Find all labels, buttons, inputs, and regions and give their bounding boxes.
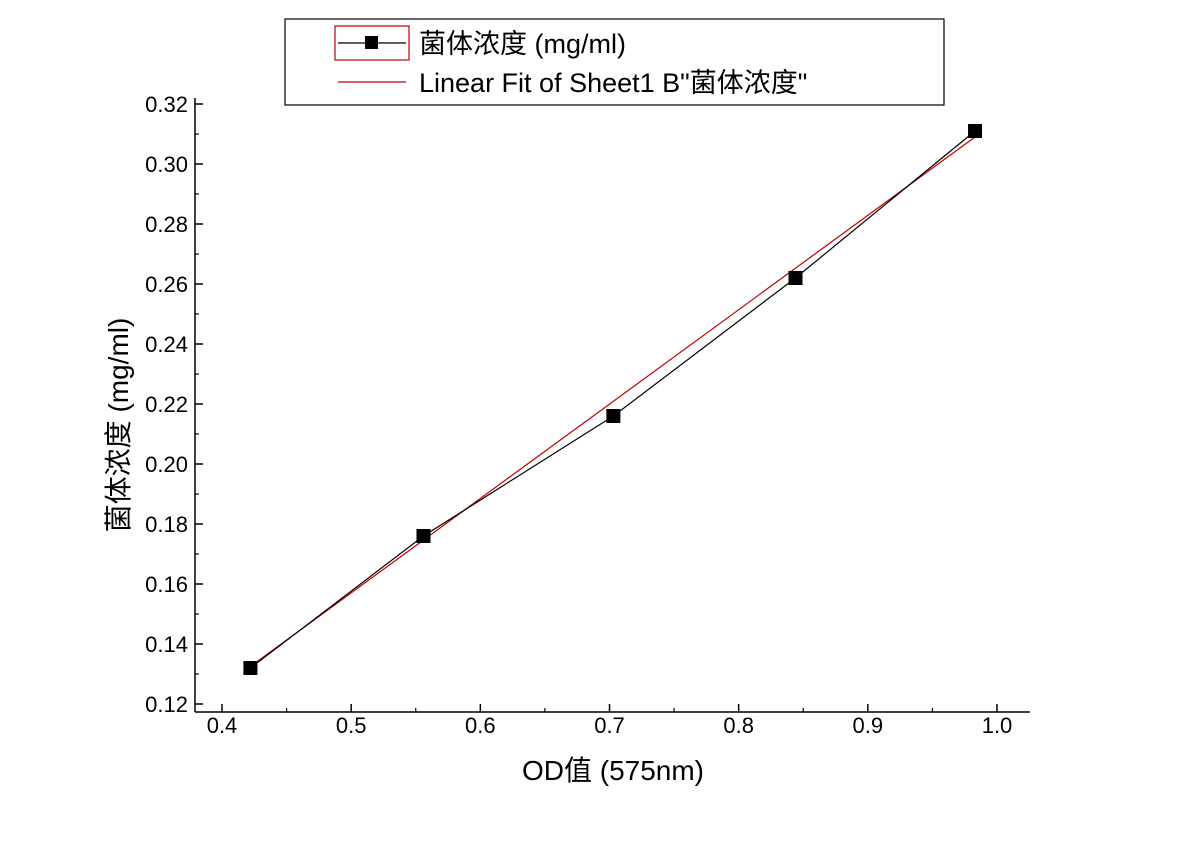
x-tick-label: 0.9 (853, 713, 884, 738)
y-tick-label: 0.28 (145, 212, 188, 237)
y-tick-label: 0.24 (145, 332, 188, 357)
data-point-marker (243, 661, 258, 675)
y-tick-label: 0.32 (145, 92, 188, 117)
legend-label-series: 菌体浓度 (mg/ml) (419, 29, 626, 59)
y-tick-label: 0.12 (145, 692, 188, 717)
legend: 菌体浓度 (mg/ml) Linear Fit of Sheet1 B"菌体浓度… (284, 18, 945, 106)
legend-square-marker (365, 36, 378, 49)
x-tick-label: 0.8 (723, 713, 754, 738)
y-tick-label: 0.22 (145, 392, 188, 417)
y-axis-title: 菌体浓度 (mg/ml) (103, 318, 134, 533)
y-ticks: 0.12 0.14 0.16 0.18 0.20 0.22 0.24 0.26 0.28 0.30… (145, 92, 203, 717)
x-axis-title: OD值 (575nm) (522, 755, 704, 786)
x-tick-label: 0.6 (465, 713, 496, 738)
y-tick-label: 0.26 (145, 272, 188, 297)
x-tick-label: 0.7 (594, 713, 625, 738)
linear-fit-line (250, 136, 976, 667)
plot-marks (243, 124, 983, 675)
legend-label-fit: Linear Fit of Sheet1 B"菌体浓度" (419, 68, 807, 98)
x-tick-label: 0.4 (207, 713, 238, 738)
y-tick-label: 0.20 (145, 452, 188, 477)
y-tick-label: 0.16 (145, 572, 188, 597)
data-point-marker (606, 409, 621, 423)
data-point-marker (788, 271, 803, 285)
y-tick-label: 0.14 (145, 632, 188, 657)
data-point-marker (416, 529, 431, 543)
x-tick-label: 1.0 (982, 713, 1013, 738)
data-point-marker (968, 124, 983, 138)
y-tick-label: 0.18 (145, 512, 188, 537)
legend-box (284, 18, 945, 106)
x-ticks: 0.4 0.5 0.6 0.7 0.8 0.9 1.0 (207, 704, 1013, 738)
x-tick-label: 0.5 (336, 713, 367, 738)
y-tick-label: 0.30 (145, 152, 188, 177)
legend-highlight-box (334, 25, 410, 61)
